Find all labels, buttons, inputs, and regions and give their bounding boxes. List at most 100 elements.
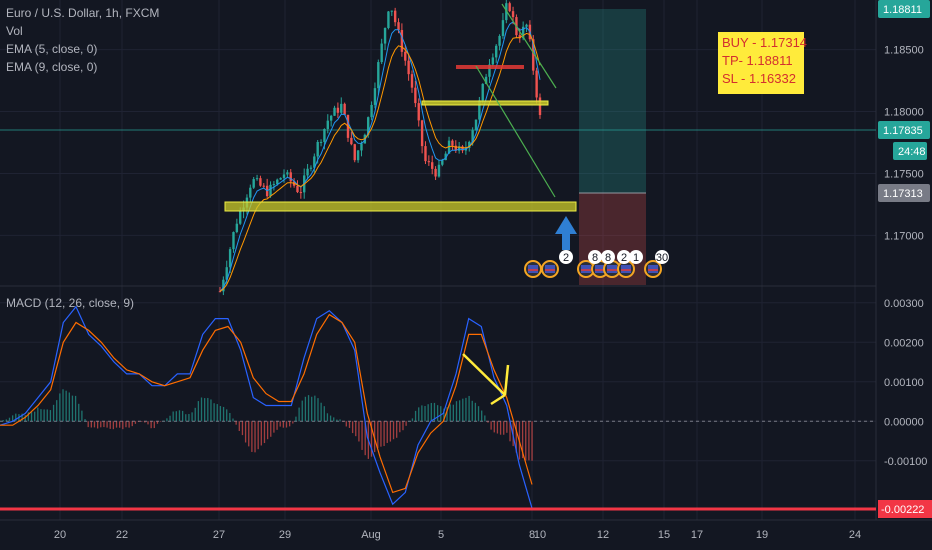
macd-legend: MACD (12, 26, close, 9): [6, 294, 134, 312]
histogram-bar: [81, 410, 83, 422]
time-tick-label: 19: [756, 529, 768, 541]
histogram-bar: [147, 421, 149, 425]
histogram-bar: [311, 396, 313, 422]
histogram-bar: [446, 407, 448, 422]
candle-body: [461, 146, 464, 151]
histogram-bar: [383, 421, 385, 447]
ema5-legend[interactable]: EMA (5, close, 0): [6, 42, 98, 56]
candle-body: [259, 178, 262, 186]
histogram-bar: [5, 419, 7, 422]
candle-body: [222, 279, 225, 292]
histogram-bar: [329, 415, 332, 422]
candle-body: [525, 24, 528, 27]
candle-body: [488, 64, 491, 77]
candle-body: [427, 161, 431, 163]
buy-arrow-icon[interactable]: [555, 216, 577, 250]
candle-body: [333, 107, 336, 116]
candle-body: [393, 10, 397, 23]
candle-body: [252, 179, 255, 188]
price-tag-label: 1.18811: [883, 4, 922, 16]
candle-body: [289, 172, 292, 182]
histogram-bar: [503, 421, 505, 435]
histogram-bar: [241, 421, 244, 436]
resistance-zone-2[interactable]: [421, 100, 549, 106]
histogram-bar: [317, 398, 319, 422]
histogram-bar: [377, 421, 379, 449]
histogram-bar: [232, 418, 234, 422]
histogram-bar: [248, 421, 250, 447]
price-tick-label: 1.18000: [884, 107, 924, 119]
histogram-bar: [266, 421, 269, 440]
histogram-bar: [440, 406, 442, 422]
price-tag-bg: [893, 142, 927, 160]
candle-body: [383, 27, 387, 44]
take-profit-zone[interactable]: [579, 9, 646, 193]
event-flag-icon[interactable]: [524, 260, 542, 278]
histogram-bar: [8, 417, 11, 422]
trend-line-upper[interactable]: [501, 3, 557, 89]
histogram-bar: [153, 421, 155, 429]
trade-annotation[interactable]: BUY - 1.17314 TP- 1.18811 SL - 1.16332: [718, 32, 808, 94]
histogram-bar: [531, 421, 533, 461]
histogram-bar: [68, 392, 70, 422]
histogram-bar: [452, 404, 455, 422]
histogram-bar: [443, 408, 445, 422]
event-count-label: 1: [633, 252, 639, 264]
candle-body: [397, 22, 400, 31]
vol-legend[interactable]: Vol: [6, 24, 23, 38]
price-axis[interactable]: 1.18500 1.18000 1.17500 1.17000: [884, 45, 924, 243]
candle-body: [228, 249, 232, 268]
histogram-bar: [411, 418, 414, 422]
macd-tick-label: 0.00200: [884, 337, 924, 349]
price-tick-label: 1.17500: [884, 168, 924, 180]
economic-events[interactable]: 2 8 8 2 1 30: [524, 250, 669, 278]
candle-body: [370, 104, 373, 118]
histogram-bar: [418, 407, 420, 422]
divergence-arrow-icon[interactable]: [462, 353, 510, 406]
support-zone[interactable]: [224, 201, 577, 212]
histogram-bar: [112, 421, 115, 430]
histogram-bar: [351, 421, 354, 434]
histogram-bar: [282, 421, 285, 428]
histogram-bar: [166, 418, 168, 422]
histogram-bar: [37, 407, 39, 422]
candle-body: [249, 187, 252, 198]
symbol-title[interactable]: Euro / U.S. Dollar, 1h, FXCM: [6, 6, 160, 20]
buy-label: BUY - 1.17314: [722, 35, 808, 50]
histogram-bar: [49, 410, 52, 422]
histogram-bar: [336, 419, 338, 422]
histogram-bar: [421, 405, 423, 422]
histogram-bar: [433, 402, 436, 422]
candle-body: [326, 120, 329, 129]
histogram-bar: [455, 401, 458, 422]
histogram-bar: [78, 403, 80, 422]
candle-body: [454, 145, 457, 151]
histogram-bar: [93, 421, 96, 428]
candle-body: [441, 160, 444, 165]
candle-body: [390, 10, 393, 12]
histogram-bar: [244, 421, 247, 443]
time-axis[interactable]: 20 22 27 29 Aug 5 810 12 15 17 19 24: [54, 529, 861, 541]
histogram-bar: [52, 404, 55, 422]
event-flag-icon[interactable]: [644, 260, 662, 278]
histogram-bar: [355, 421, 357, 437]
histogram-bar: [289, 421, 291, 427]
candle-body: [279, 177, 282, 180]
macd-tick-label: 0.00100: [884, 377, 924, 389]
ema9-legend[interactable]: EMA (9, close, 0): [6, 60, 98, 74]
histogram-bar: [339, 419, 341, 422]
histogram-bar: [292, 421, 294, 424]
candle-body: [269, 184, 272, 197]
macd-axis[interactable]: 0.00300 0.00200 0.00100 0.00000 -0.00100: [884, 298, 927, 468]
macd-title[interactable]: MACD (12, 26, close, 9): [6, 296, 135, 310]
histogram-bar: [204, 398, 206, 422]
histogram-bar: [15, 413, 17, 422]
histogram-bar: [84, 419, 86, 422]
histogram-bar: [468, 395, 470, 422]
trend-line-lower[interactable]: [475, 65, 556, 198]
event-flag-icon[interactable]: [541, 260, 559, 278]
time-tick-label: 24: [849, 529, 861, 541]
histogram-bar: [125, 421, 127, 428]
candle-body: [373, 88, 377, 105]
resistance-zone-1[interactable]: [456, 65, 524, 69]
